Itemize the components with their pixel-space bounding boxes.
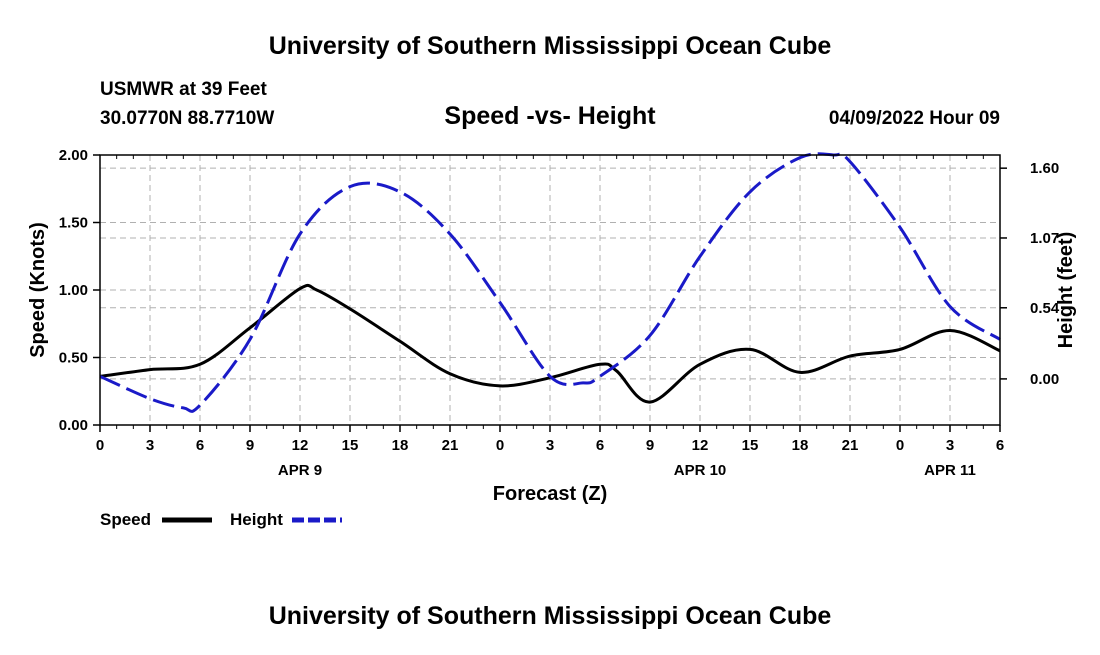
y2-tick-label: 0.00 [1030, 371, 1059, 388]
y-axis-right: 0.00 0.54 1.07 1.60 [1000, 160, 1060, 388]
x-tick-label: 12 [692, 437, 709, 454]
legend-label-height: Height [230, 510, 283, 529]
y-tick-label: 0.50 [59, 350, 88, 367]
y-axis-left: 0.00 0.50 1.00 1.50 2.00 [59, 147, 100, 434]
x-tick-label: 0 [96, 437, 104, 454]
x-tick-label: 18 [392, 437, 409, 454]
x-tick-label: 15 [742, 437, 759, 454]
x-tick-label: 3 [146, 437, 154, 454]
x-axis-label: Forecast (Z) [493, 483, 607, 505]
y2-tick-label: 1.07 [1030, 230, 1059, 247]
day-label: APR 10 [674, 462, 727, 479]
x-tick-label: 3 [546, 437, 554, 454]
y-tick-label: 1.00 [59, 282, 88, 299]
x-tick-label: 0 [896, 437, 904, 454]
footer-title: University of Southern Mississippi Ocean… [269, 602, 832, 630]
issued-time: 04/09/2022 Hour 09 [829, 108, 1000, 129]
station-location: 30.0770N 88.7710W [100, 108, 274, 129]
x-tick-label: 6 [196, 437, 204, 454]
x-tick-label: 0 [496, 437, 504, 454]
y-tick-label: 2.00 [59, 147, 88, 164]
station-name: USMWR at 39 Feet [100, 79, 267, 100]
y-axis-label: Speed (Knots) [27, 222, 49, 358]
series-line-speed [99, 283, 1001, 404]
x-axis: 0 3 6 9 12 15 18 21 0 3 6 9 12 15 18 21 0 3 6 [96, 155, 1004, 454]
x-tick-label: 6 [996, 437, 1004, 454]
chart-title: Speed -vs- Height [444, 102, 656, 130]
x-tick-label: 15 [342, 437, 359, 454]
day-label: APR 11 [924, 462, 976, 479]
series-layer [99, 152, 1001, 413]
day-label: APR 9 [278, 462, 322, 479]
y-tick-label: 1.50 [59, 215, 88, 232]
grid [100, 155, 1000, 425]
y2-tick-label: 1.60 [1030, 160, 1059, 177]
x-tick-label: 9 [246, 437, 254, 454]
legend: Speed Height [100, 510, 342, 529]
y-tick-label: 0.00 [59, 417, 88, 434]
x-tick-label: 21 [842, 437, 859, 454]
x-tick-label: 6 [596, 437, 604, 454]
page-title: University of Southern Mississippi Ocean… [269, 32, 832, 60]
day-labels: APR 9 APR 10 APR 11 [278, 462, 976, 479]
x-tick-label: 21 [442, 437, 459, 454]
series-line-height [99, 152, 1001, 413]
legend-label-speed: Speed [100, 510, 151, 529]
x-tick-label: 9 [646, 437, 654, 454]
x-tick-label: 3 [946, 437, 954, 454]
x-tick-label: 12 [292, 437, 309, 454]
x-tick-label: 18 [792, 437, 809, 454]
y2-tick-label: 0.54 [1030, 300, 1060, 317]
y2-axis-label: Height (feet) [1055, 232, 1077, 349]
